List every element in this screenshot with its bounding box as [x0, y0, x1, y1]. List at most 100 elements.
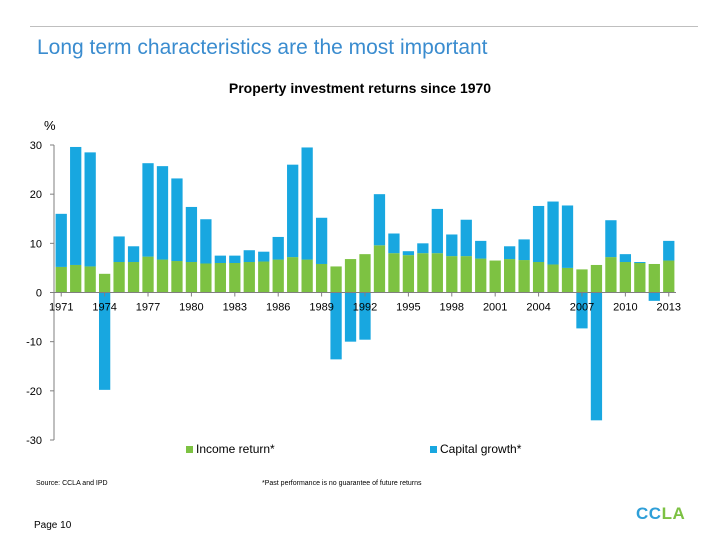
capital-bar-1984 — [243, 250, 255, 263]
capital-bar-1994 — [388, 233, 400, 254]
capital-bar-1979 — [171, 178, 183, 262]
x-tick-label: 1998 — [440, 302, 464, 314]
income-bar-1994 — [388, 253, 400, 293]
x-tick-label: 2013 — [657, 302, 681, 314]
income-bar-2000 — [475, 258, 487, 293]
income-bar-1976 — [127, 262, 140, 293]
capital-bar-1988 — [301, 147, 313, 260]
income-bar-2010 — [619, 262, 632, 293]
income-bar-1981 — [200, 263, 212, 293]
income-bar-2008 — [590, 264, 603, 293]
x-tick-label: 2004 — [526, 302, 550, 314]
capital-bar-2004 — [532, 205, 545, 263]
income-bar-1989 — [315, 263, 328, 293]
income-bar-1988 — [301, 259, 313, 293]
capital-bar-2005 — [547, 201, 559, 265]
x-tick-label: 1986 — [266, 302, 290, 314]
capital-bar-1975 — [113, 236, 125, 263]
disclaimer-note: *Past performance is no guarantee of fut… — [262, 480, 422, 487]
income-bar-2009 — [605, 257, 617, 293]
income-bar-2004 — [532, 262, 545, 293]
capital-bar-2000 — [475, 240, 487, 259]
x-tick-label: 1995 — [396, 302, 420, 314]
income-bar-2005 — [547, 264, 559, 293]
capital-bar-1986 — [272, 236, 284, 260]
capital-bar-1981 — [200, 219, 212, 264]
income-bar-1973 — [84, 266, 96, 293]
capital-bar-1980 — [185, 206, 198, 263]
income-bar-1992 — [359, 254, 371, 293]
income-bar-1972 — [70, 264, 82, 293]
income-bar-1998 — [446, 256, 458, 293]
y-tick-label: 30 — [30, 140, 42, 152]
capital-bar-1990 — [330, 292, 342, 360]
capital-bar-1997 — [431, 208, 443, 254]
x-tick-label: 2001 — [483, 302, 507, 314]
income-bar-1983 — [229, 263, 241, 293]
capital-bar-1973 — [84, 152, 96, 267]
x-tick-label: 1971 — [49, 302, 73, 314]
capital-bar-1999 — [460, 219, 472, 257]
x-tick-label: 2007 — [570, 302, 594, 314]
income-bar-2002 — [504, 259, 516, 293]
legend-capital-swatch — [430, 446, 437, 454]
capital-bar-2006 — [561, 205, 574, 268]
income-bar-1991 — [344, 259, 357, 293]
income-bar-2012 — [648, 263, 660, 293]
legend-income: Income return* — [186, 442, 275, 456]
income-bar-2001 — [489, 260, 501, 293]
income-bar-1997 — [431, 253, 443, 293]
income-bar-1993 — [373, 245, 386, 293]
x-tick-label: 1992 — [353, 302, 377, 314]
x-tick-label: 1980 — [179, 302, 203, 314]
capital-bar-1982 — [214, 255, 226, 263]
x-tick-label: 1974 — [92, 302, 116, 314]
income-bar-1987 — [287, 257, 299, 293]
x-tick-label: 1977 — [136, 302, 160, 314]
capital-bar-2009 — [605, 220, 617, 258]
x-tick-label: 1989 — [309, 302, 333, 314]
y-tick-label: 20 — [30, 189, 42, 201]
income-bar-2013 — [663, 260, 675, 293]
legend-capital-label: Capital growth* — [440, 442, 522, 456]
income-bar-1979 — [171, 261, 183, 293]
income-bar-1982 — [214, 263, 226, 293]
page-number: Page 10 — [34, 520, 72, 531]
capital-bar-1976 — [127, 246, 140, 263]
capital-bar-1971 — [55, 213, 67, 267]
income-bar-1995 — [402, 255, 415, 293]
capital-bar-1983 — [229, 255, 241, 263]
income-bar-1978 — [156, 259, 169, 293]
capital-bar-1991 — [344, 292, 357, 342]
income-bar-1980 — [185, 262, 198, 293]
capital-bar-1998 — [446, 234, 458, 257]
income-bar-1974 — [98, 273, 111, 293]
capital-bar-2002 — [504, 246, 516, 260]
capital-bar-1985 — [258, 251, 270, 262]
income-bar-1977 — [142, 256, 154, 293]
capital-bar-2012 — [648, 292, 660, 301]
income-bar-1971 — [55, 266, 67, 293]
income-bar-1975 — [113, 262, 125, 293]
capital-bar-2010 — [619, 254, 632, 263]
income-bar-1996 — [417, 253, 429, 293]
y-tick-label: 0 — [36, 288, 42, 300]
ccla-logo: CCLA — [636, 504, 686, 523]
income-bar-1990 — [330, 266, 342, 293]
y-tick-label: -30 — [26, 435, 42, 447]
income-bar-1985 — [258, 261, 270, 293]
income-bar-2006 — [561, 267, 574, 293]
legend-income-label: Income return* — [196, 442, 275, 456]
capital-bar-1974 — [98, 292, 111, 390]
income-bar-2003 — [518, 260, 530, 293]
capital-bar-2013 — [663, 240, 675, 261]
capital-bar-1996 — [417, 243, 429, 254]
x-tick-label: 1983 — [223, 302, 247, 314]
capital-bar-2008 — [590, 292, 603, 421]
title-underline — [30, 26, 698, 27]
y-tick-label: 10 — [30, 238, 42, 250]
capital-bar-1992 — [359, 292, 371, 340]
capital-bar-1995 — [402, 251, 415, 256]
income-bar-2011 — [634, 263, 646, 293]
